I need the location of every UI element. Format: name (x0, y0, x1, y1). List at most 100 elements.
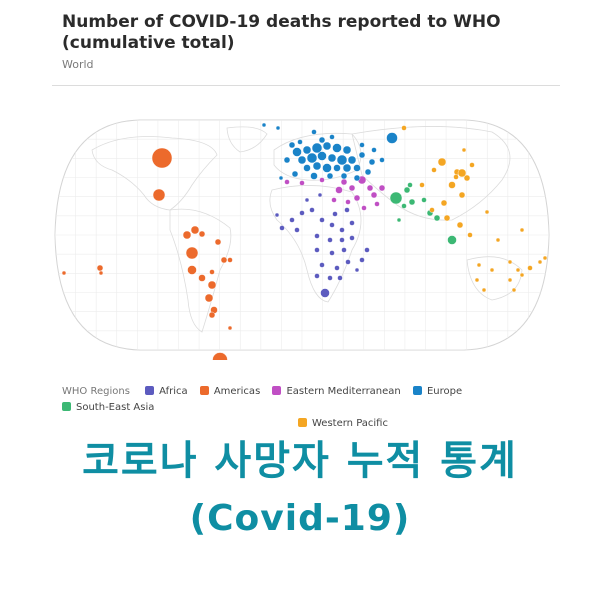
bubble-emr[interactable] (335, 186, 343, 194)
bubble-europe[interactable] (327, 153, 337, 163)
bubble-europe[interactable] (353, 174, 361, 182)
bubble-emr[interactable] (319, 177, 325, 183)
bubble-americas[interactable] (151, 147, 173, 169)
bubble-wpr[interactable] (448, 181, 456, 189)
bubble-africa[interactable] (314, 233, 320, 239)
bubble-europe[interactable] (312, 161, 322, 171)
bubble-emr[interactable] (345, 199, 351, 205)
bubble-americas[interactable] (227, 325, 233, 331)
bubble-europe[interactable] (322, 141, 332, 151)
bubble-sear[interactable] (433, 214, 441, 222)
bubble-europe[interactable] (311, 142, 323, 154)
bubble-europe[interactable] (364, 168, 372, 176)
bubble-europe[interactable] (329, 134, 335, 140)
bubble-europe[interactable] (310, 172, 318, 180)
bubble-europe[interactable] (318, 136, 326, 144)
bubble-wpr[interactable] (542, 255, 548, 261)
bubble-wpr[interactable] (511, 287, 517, 293)
bubble-europe[interactable] (353, 164, 361, 172)
bubble-europe[interactable] (336, 154, 348, 166)
legend-item-americas[interactable]: Americas (199, 384, 260, 400)
bubble-emr[interactable] (366, 184, 374, 192)
bubble-europe[interactable] (359, 142, 365, 148)
bubble-emr[interactable] (353, 194, 361, 202)
bubble-europe[interactable] (283, 156, 291, 164)
bubble-sear[interactable] (401, 203, 407, 209)
bubble-europe[interactable] (333, 164, 341, 172)
bubble-europe[interactable] (340, 172, 348, 180)
bubble-wpr[interactable] (463, 174, 471, 182)
bubble-wpr[interactable] (484, 209, 490, 215)
bubble-europe[interactable] (368, 158, 376, 166)
bubble-africa[interactable] (314, 273, 320, 279)
bubble-americas[interactable] (198, 274, 206, 282)
bubble-wpr[interactable] (495, 237, 501, 243)
bubble-wpr[interactable] (469, 162, 475, 168)
bubble-americas[interactable] (152, 188, 166, 202)
bubble-europe[interactable] (322, 163, 332, 173)
bubble-europe[interactable] (347, 155, 357, 165)
bubble-wpr[interactable] (453, 174, 459, 180)
bubble-africa[interactable] (319, 262, 325, 268)
bubble-americas[interactable] (182, 230, 192, 240)
bubble-wpr[interactable] (456, 221, 464, 229)
bubble-africa[interactable] (341, 247, 347, 253)
bubble-europe[interactable] (358, 151, 366, 159)
bubble-emr[interactable] (299, 180, 305, 186)
bubble-africa[interactable] (359, 257, 365, 263)
bubble-europe[interactable] (306, 152, 318, 164)
bubble-europe[interactable] (275, 125, 281, 131)
bubble-wpr[interactable] (458, 191, 466, 199)
bubble-emr[interactable] (348, 184, 356, 192)
bubble-europe[interactable] (278, 175, 284, 181)
bubble-sear[interactable] (403, 186, 411, 194)
bubble-europe[interactable] (379, 157, 385, 163)
bubble-emr[interactable] (284, 179, 290, 185)
bubble-americas[interactable] (209, 269, 215, 275)
bubble-europe[interactable] (311, 129, 317, 135)
bubble-americas[interactable] (190, 225, 200, 235)
legend-item-africa[interactable]: Africa (145, 384, 188, 400)
bubble-wpr[interactable] (476, 262, 482, 268)
bubble-africa[interactable] (299, 210, 305, 216)
bubble-europe[interactable] (292, 147, 302, 157)
bubble-africa[interactable] (349, 220, 355, 226)
bubble-europe[interactable] (317, 151, 327, 161)
bubble-sear[interactable] (389, 191, 403, 205)
bubble-africa[interactable] (320, 288, 330, 298)
bubble-africa[interactable] (344, 207, 350, 213)
bubble-wpr[interactable] (440, 199, 448, 207)
bubble-americas[interactable] (61, 270, 67, 276)
bubble-europe[interactable] (332, 143, 342, 153)
bubble-europe[interactable] (342, 145, 352, 155)
bubble-wpr[interactable] (519, 272, 525, 278)
bubble-wpr[interactable] (443, 214, 451, 222)
bubble-africa[interactable] (319, 217, 325, 223)
bubble-africa[interactable] (339, 227, 345, 233)
bubble-americas[interactable] (227, 257, 233, 263)
bubble-sear[interactable] (407, 182, 413, 188)
bubble-americas[interactable] (198, 230, 206, 238)
bubble-europe[interactable] (291, 170, 299, 178)
bubble-americas[interactable] (204, 293, 214, 303)
bubble-emr[interactable] (374, 201, 380, 207)
bubble-africa[interactable] (327, 275, 333, 281)
bubble-americas[interactable] (185, 246, 199, 260)
bubble-americas[interactable] (187, 265, 197, 275)
bubble-wpr[interactable] (429, 207, 435, 213)
bubble-sear[interactable] (408, 198, 416, 206)
bubble-americas[interactable] (214, 238, 222, 246)
legend-item-south-east-asia[interactable]: South-East Asia (62, 400, 154, 416)
bubble-wpr[interactable] (431, 167, 437, 173)
bubble-africa[interactable] (345, 259, 351, 265)
bubble-wpr[interactable] (519, 227, 525, 233)
legend-item-europe[interactable]: Europe (412, 384, 462, 400)
bubble-emr[interactable] (361, 205, 367, 211)
bubble-africa[interactable] (334, 265, 340, 271)
bubble-wpr[interactable] (401, 125, 407, 131)
bubble-wpr[interactable] (507, 277, 513, 283)
bubble-africa[interactable] (354, 267, 360, 273)
bubble-americas[interactable] (208, 311, 216, 319)
legend-item-western-pacific[interactable]: Western Pacific (298, 416, 388, 432)
bubble-wpr[interactable] (481, 287, 487, 293)
